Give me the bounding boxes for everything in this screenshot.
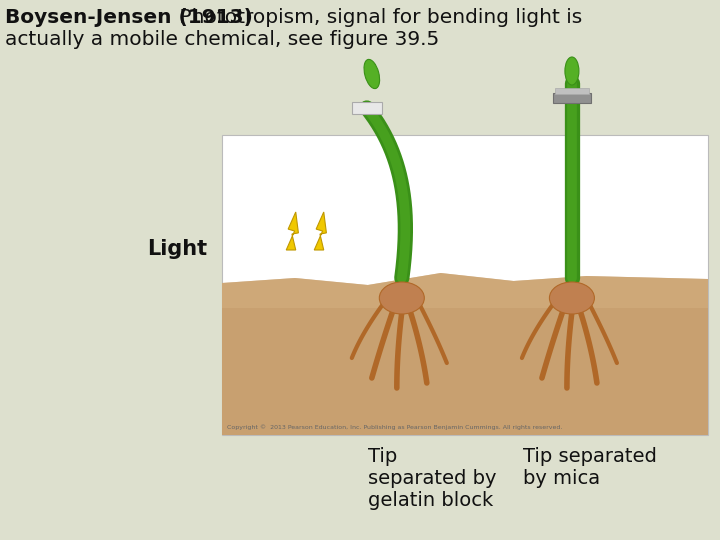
Bar [352,102,382,114]
Text: Tip separated
by mica: Tip separated by mica [523,447,657,488]
Text: Light: Light [147,239,207,259]
Bar [222,135,708,435]
Bar [555,88,589,94]
Text: actually a mobile chemical, see figure 39.5: actually a mobile chemical, see figure 3… [5,30,439,49]
Text: Tip
separated by
gelatin block: Tip separated by gelatin block [368,447,496,510]
Ellipse shape [379,282,424,314]
Ellipse shape [565,57,579,85]
Text: Boysen-Jensen (1913): Boysen-Jensen (1913) [5,8,253,27]
Polygon shape [287,212,298,250]
Polygon shape [314,212,326,250]
Ellipse shape [364,59,379,89]
Text: Copyright ©  2013 Pearson Education, Inc. Publishing as Pearson Benjamin Cumming: Copyright © 2013 Pearson Education, Inc.… [227,424,562,430]
Text: Phototropism, signal for bending light is: Phototropism, signal for bending light i… [173,8,582,27]
Polygon shape [222,273,708,308]
Bar [553,93,591,103]
Polygon shape [222,273,708,435]
Ellipse shape [549,282,595,314]
